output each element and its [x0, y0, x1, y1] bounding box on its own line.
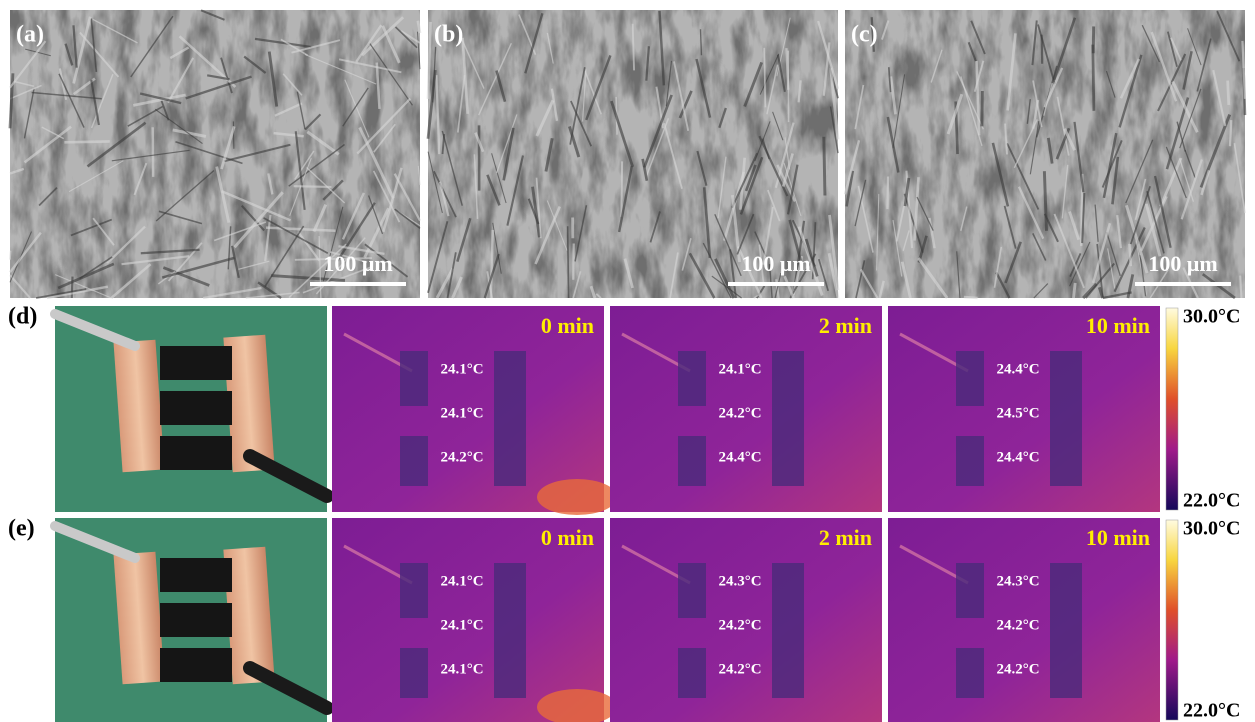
sample-left — [956, 351, 984, 406]
panel-label: (c) — [851, 22, 878, 48]
temperature-label: 24.2°C — [718, 661, 761, 677]
temperature-label: 24.1°C — [440, 661, 483, 677]
fiber — [887, 177, 888, 210]
temperature-label: 24.1°C — [440, 573, 483, 589]
temperature-label: 24.1°C — [440, 617, 483, 633]
thermal-panel: 10 min 24.3°C 24.2°C 24.2°C — [888, 518, 1160, 722]
time-label: 0 min — [541, 313, 594, 338]
temperature-label: 24.1°C — [440, 405, 483, 421]
sample-left — [956, 648, 984, 698]
scale-bar-label: 100 μm — [1148, 251, 1217, 276]
fiber — [1093, 45, 1094, 111]
photo — [55, 306, 327, 512]
time-label: 2 min — [819, 525, 872, 550]
temperature-label: 24.2°C — [718, 617, 761, 633]
fabric-strip — [160, 436, 232, 470]
colorbar-max: 30.0°C — [1183, 306, 1240, 328]
fiber — [621, 161, 622, 217]
time-label: 2 min — [819, 313, 872, 338]
fiber — [764, 48, 765, 107]
panel-label: (a) — [16, 22, 44, 48]
sample-right — [1050, 563, 1082, 698]
fabric-strip — [160, 648, 232, 682]
fabric-strip — [160, 391, 232, 425]
thermal-panel: 2 min 24.1°C 24.2°C 24.4°C — [610, 306, 882, 512]
temperature-label: 24.4°C — [996, 449, 1039, 465]
time-label: 10 min — [1086, 313, 1150, 338]
colorbar — [1166, 520, 1178, 720]
temperature-label: 24.2°C — [996, 661, 1039, 677]
fabric-strip — [160, 603, 232, 637]
thermal-panel: 0 min 24.1°C 24.1°C 24.2°C — [332, 306, 617, 515]
fiber — [1044, 171, 1046, 231]
row-label: (d) — [8, 304, 37, 330]
sample-left — [400, 648, 428, 698]
thermal-panel: 2 min 24.3°C 24.2°C 24.2°C — [610, 518, 882, 722]
sample-left — [678, 563, 706, 618]
fiber — [1228, 81, 1229, 105]
thermal-panel: 10 min 24.4°C 24.5°C 24.4°C — [888, 306, 1160, 512]
time-label: 10 min — [1086, 525, 1150, 550]
sem-panel: (c) 100 μm — [845, 10, 1245, 298]
sample-right — [772, 351, 804, 486]
sample-left — [956, 563, 984, 618]
sem-panel: (b) 100 μm — [428, 10, 838, 298]
fiber — [1230, 120, 1231, 146]
temperature-label: 24.4°C — [996, 361, 1039, 377]
time-label: 0 min — [541, 525, 594, 550]
fiber — [72, 277, 73, 298]
temperature-label: 24.5°C — [996, 405, 1039, 421]
sample-left — [400, 436, 428, 486]
temperature-label: 24.2°C — [996, 617, 1039, 633]
sample-right — [1050, 351, 1082, 486]
sample-left — [678, 648, 706, 698]
probe-hot — [537, 479, 617, 515]
fiber — [964, 297, 978, 298]
sample-right — [494, 563, 526, 698]
temperature-label: 24.3°C — [996, 573, 1039, 589]
temperature-label: 24.2°C — [440, 449, 483, 465]
colorbar — [1166, 308, 1178, 510]
panel-label: (b) — [434, 22, 463, 48]
colorbar-min: 22.0°C — [1183, 700, 1240, 722]
sample-left — [956, 436, 984, 486]
sample-left — [400, 563, 428, 618]
temperature-label: 24.3°C — [718, 573, 761, 589]
fiber — [1042, 35, 1043, 64]
fabric-strip — [160, 346, 232, 380]
sem-panel: (a) 100 μm — [10, 10, 420, 298]
sample-right — [772, 563, 804, 698]
scale-bar-label: 100 μm — [323, 251, 392, 276]
fiber — [1073, 283, 1075, 298]
temperature-label: 24.2°C — [718, 405, 761, 421]
fiber — [10, 251, 11, 260]
fiber — [64, 141, 109, 142]
fabric-strip — [160, 558, 232, 592]
fiber — [1240, 276, 1241, 298]
temperature-label: 24.4°C — [718, 449, 761, 465]
fiber — [1129, 244, 1130, 266]
sample-left — [678, 436, 706, 486]
row-label: (e) — [8, 516, 35, 542]
colorbar-max: 30.0°C — [1183, 518, 1240, 540]
thermal-panel: 0 min 24.1°C 24.1°C 24.1°C — [332, 518, 617, 722]
temperature-label: 24.1°C — [718, 361, 761, 377]
photo — [55, 518, 327, 722]
fiber — [294, 186, 332, 187]
sample-right — [494, 351, 526, 486]
colorbar-min: 22.0°C — [1183, 490, 1240, 512]
scale-bar-label: 100 μm — [741, 251, 810, 276]
figure: (a) 100 μm (b) 100 μm (c) 100 μm (d) 0 min 24.1°… — [0, 0, 1255, 722]
temperature-label: 24.1°C — [440, 361, 483, 377]
fiber — [824, 137, 825, 196]
sample-left — [400, 351, 428, 406]
sample-left — [678, 351, 706, 406]
fiber — [568, 226, 569, 298]
